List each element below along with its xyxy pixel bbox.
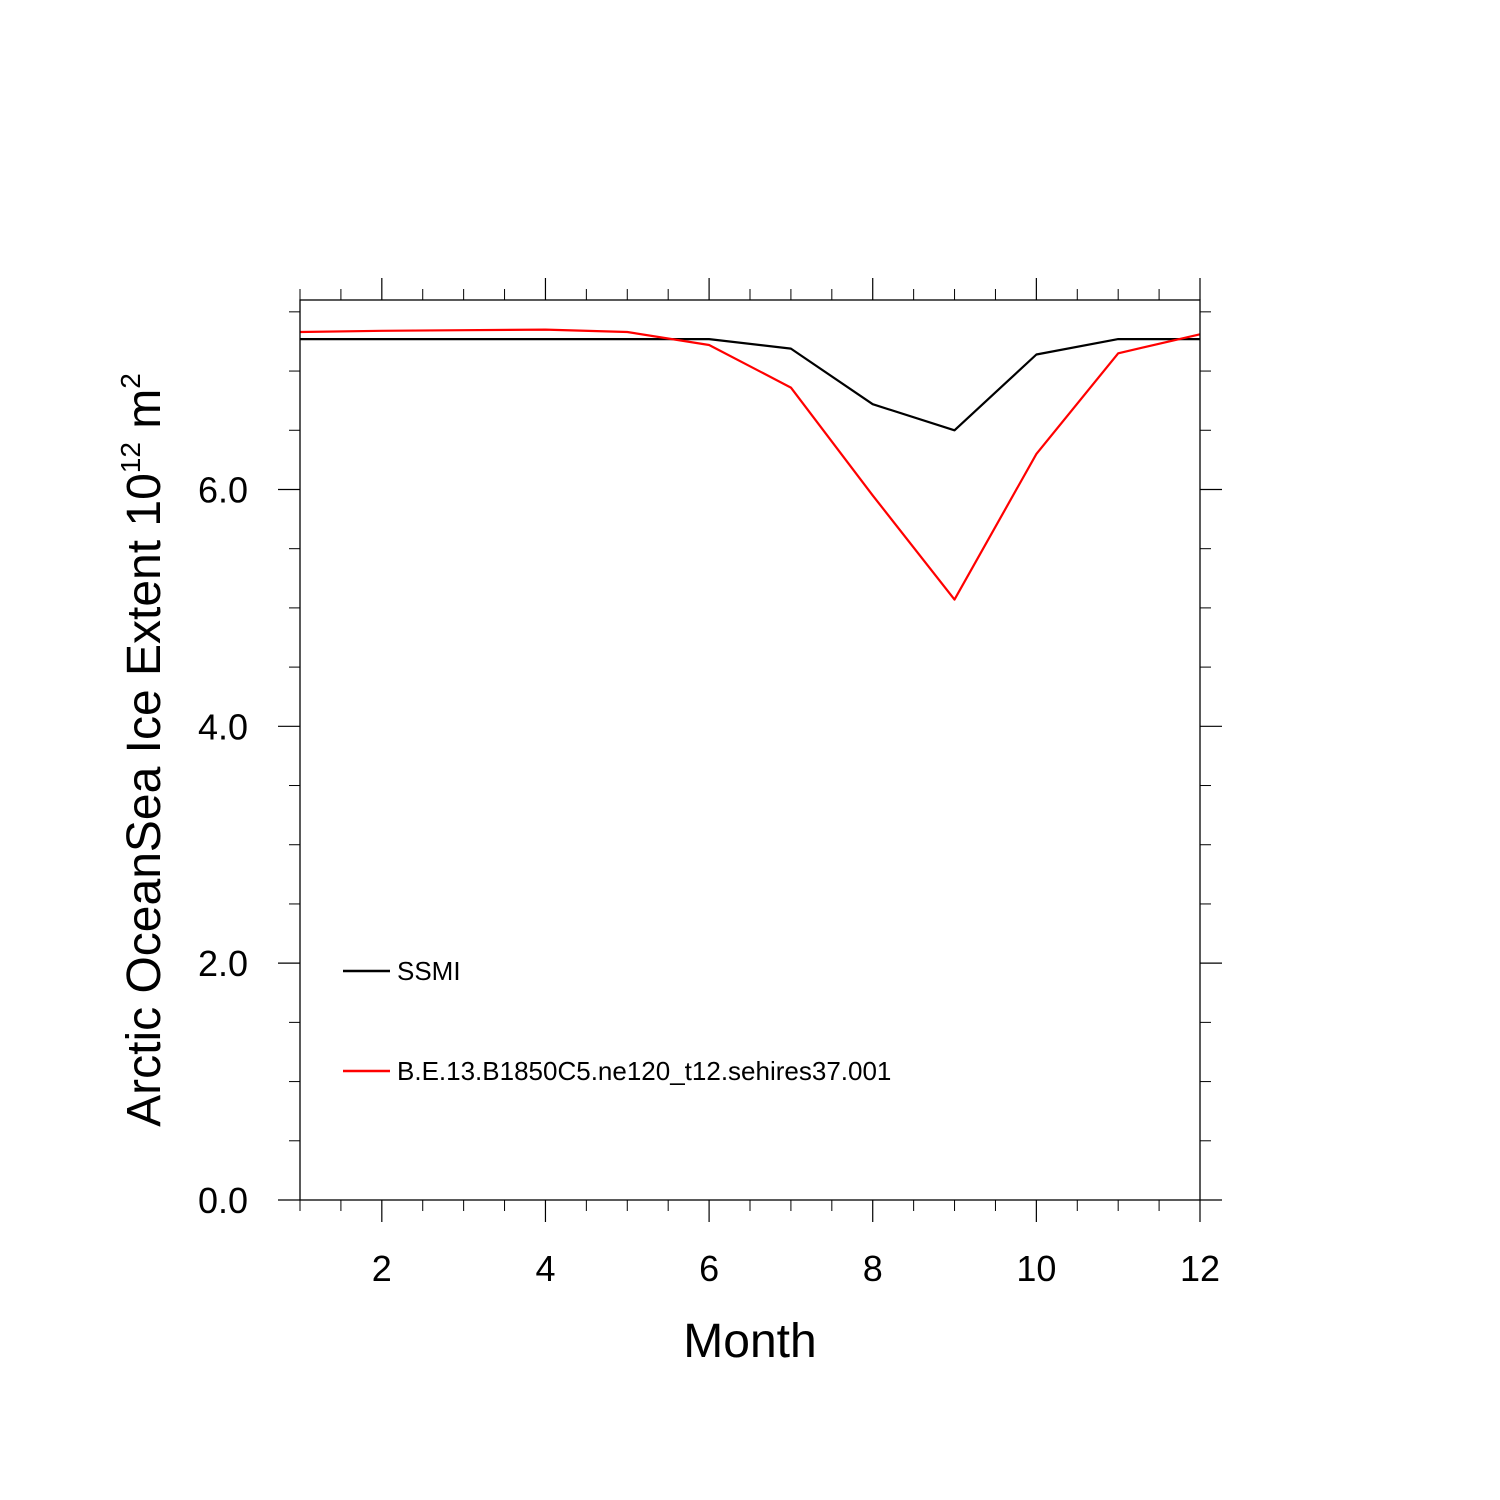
y-tick-label: 4.0 xyxy=(198,706,248,747)
y-axis-title-main: Arctic OceanSea Ice Extent 10 xyxy=(118,473,171,1127)
legend-label-ssmi: SSMI xyxy=(397,956,461,986)
x-tick-label: 12 xyxy=(1180,1248,1220,1289)
y-tick-label: 2.0 xyxy=(198,943,248,984)
y-axis-title: Arctic OceanSea Ice Extent 1012 m2 xyxy=(115,373,171,1127)
series-lines xyxy=(299,328,1201,601)
legend: SSMI B.E.13.B1850C5.ne120_t12.sehires37.… xyxy=(343,956,891,1086)
legend-label-model-run: B.E.13.B1850C5.ne120_t12.sehires37.001 xyxy=(397,1056,891,1086)
y-axis-title-exp1: 12 xyxy=(115,442,146,473)
x-tick-label: 8 xyxy=(863,1248,883,1289)
plot-frame xyxy=(299,299,1201,1201)
x-tick-label: 4 xyxy=(535,1248,555,1289)
y-tick-label: 0.0 xyxy=(198,1180,248,1221)
series-line-ssmi xyxy=(300,338,1200,432)
x-tick-labels: 2 4 6 8 10 12 xyxy=(372,1248,1220,1289)
x-tick-label: 2 xyxy=(372,1248,392,1289)
x-axis-title: Month xyxy=(683,1315,816,1368)
x-tick-label: 6 xyxy=(699,1248,719,1289)
x-tick-label: 10 xyxy=(1016,1248,1056,1289)
major-ticks xyxy=(278,278,1222,1222)
series-line-model-run xyxy=(299,328,1201,601)
y-axis-title-unit: m xyxy=(118,389,171,442)
y-tick-labels: 0.0 2.0 4.0 6.0 xyxy=(198,469,248,1221)
minor-ticks xyxy=(289,289,1211,1211)
y-tick-label: 6.0 xyxy=(198,469,248,510)
y-axis-title-exp2: 2 xyxy=(115,373,146,389)
